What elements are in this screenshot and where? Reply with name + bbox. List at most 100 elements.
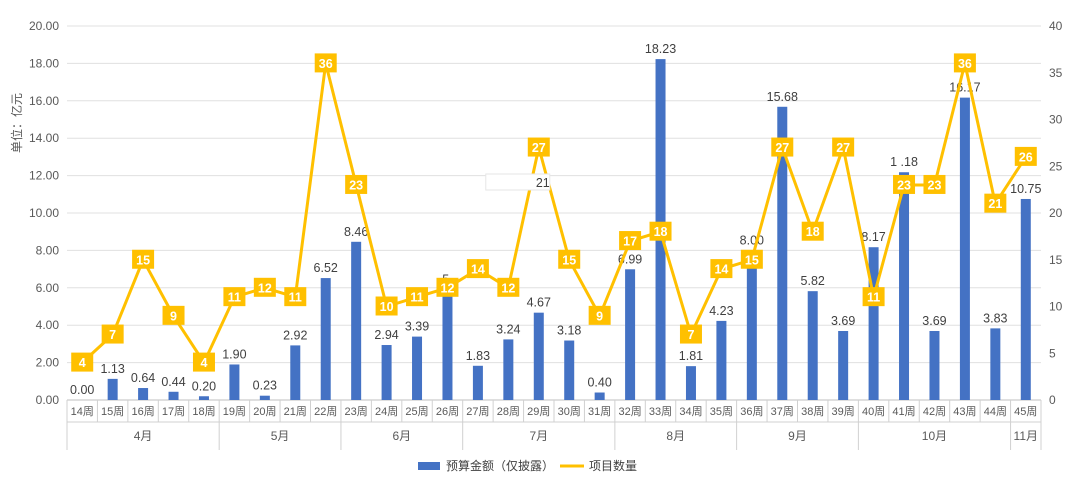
line-label-box xyxy=(619,231,642,251)
bar-value-label: 1 .18 xyxy=(890,155,918,169)
bar-value-label: 2.94 xyxy=(374,328,398,342)
x-tick-label: 19周 xyxy=(223,405,246,418)
line-label-box xyxy=(801,221,824,241)
bar-value-label: 0.40 xyxy=(587,376,611,390)
bar-value-label: 8.17 xyxy=(861,230,885,244)
line-value-label: 10 xyxy=(375,296,398,316)
line-label-box xyxy=(832,137,855,157)
x-tick-label: 36周 xyxy=(740,405,763,418)
x-tick-label: 32周 xyxy=(618,405,641,418)
x-tick-label: 26周 xyxy=(436,405,459,418)
line-label-box xyxy=(314,53,337,73)
y2-tick-label: 10 xyxy=(1049,300,1063,314)
legend: 预算金额（仅披露） 项目数量 xyxy=(418,458,637,473)
bar-value-label: 3.39 xyxy=(405,320,429,334)
line-value-label: 18 xyxy=(801,221,824,241)
bar-value-label: 8.46 xyxy=(344,225,368,239)
line-value-label: 23 xyxy=(893,174,916,194)
line-label-text: 36 xyxy=(958,57,972,71)
line-value-label: 11 xyxy=(406,287,429,307)
x-tick-label: 17周 xyxy=(162,405,185,418)
line-label-box xyxy=(679,324,702,344)
line-label-box xyxy=(284,287,307,307)
bar-value-label: 0.00 xyxy=(70,383,94,397)
bar-value-label: 15.68 xyxy=(767,90,798,104)
line-label-box xyxy=(436,277,459,297)
line-label-box xyxy=(558,249,581,269)
line-label-text: 7 xyxy=(109,328,116,342)
line-label-box xyxy=(1014,146,1037,166)
annotation-text: 21 xyxy=(536,176,550,190)
line-label-text: 15 xyxy=(136,253,150,267)
line-label-box xyxy=(984,193,1007,213)
y2-tick-label: 15 xyxy=(1049,253,1063,267)
bar-value-label: 10.75 xyxy=(1010,182,1041,196)
line-label-text: 21 xyxy=(988,197,1002,211)
bar xyxy=(472,365,483,400)
line-label-box xyxy=(649,221,672,241)
x-tick-label: 37周 xyxy=(771,405,794,418)
axes: 0.00 2.00 4.00 6.00 8.00 10.00 12.00 14.00 16.00… xyxy=(29,19,1063,450)
line-value-label: 15 xyxy=(740,249,763,269)
bar xyxy=(868,247,879,400)
month-group-label: 9月 xyxy=(788,429,807,443)
x-tick-label: 35周 xyxy=(710,405,733,418)
month-group-label: 6月 xyxy=(392,429,411,443)
bar-value-label: 1.90 xyxy=(222,347,246,361)
line-label-box xyxy=(710,259,733,279)
line-label-box xyxy=(132,249,155,269)
line-label-text: 7 xyxy=(687,328,694,342)
bar-value-label: 16.17 xyxy=(949,81,980,95)
line-label-box xyxy=(375,296,398,316)
bar-value-label: 3.69 xyxy=(831,314,855,328)
bar xyxy=(685,366,696,400)
bar xyxy=(929,330,940,400)
y-tick-label: 8.00 xyxy=(36,243,60,257)
month-group-label: 10月 xyxy=(922,429,947,443)
line-label-text: 12 xyxy=(441,281,455,295)
y2-tick-label: 40 xyxy=(1049,19,1063,33)
y2-tick-label: 0 xyxy=(1049,393,1056,407)
bar-value-label: 6.52 xyxy=(314,261,338,275)
x-tick-label: 20周 xyxy=(253,405,276,418)
bar-value-label: 3.18 xyxy=(557,324,581,338)
month-group-label: 5月 xyxy=(271,429,290,443)
line-label-text: 27 xyxy=(775,141,789,155)
annotation-box xyxy=(485,173,551,191)
x-tick-label: 23周 xyxy=(345,405,368,418)
line-value-label: 4 xyxy=(71,352,94,372)
line-value-label: 23 xyxy=(923,174,946,194)
bar-value-labels: 0.00 1.13 0.64 0.44 0.20 1.90 0.23 2.92 6.52 8.46… xyxy=(70,42,1041,397)
line-value-label: 15 xyxy=(132,249,155,269)
line-label-box xyxy=(740,249,763,269)
x-tick-label: 28周 xyxy=(497,405,520,418)
x-tick-label: 15周 xyxy=(101,405,124,418)
bar-value-label: 1.83 xyxy=(466,349,490,363)
bar xyxy=(838,330,849,400)
bar xyxy=(259,395,270,400)
bar xyxy=(594,392,605,400)
y-tick-label: 6.00 xyxy=(36,281,60,295)
line-label-box xyxy=(192,352,215,372)
bar xyxy=(716,320,727,400)
line-label-box xyxy=(162,305,185,325)
line-label-text: 36 xyxy=(319,57,333,71)
x-tick-label: 38周 xyxy=(801,405,824,418)
line-label-box xyxy=(466,259,489,279)
line-value-label: 18 xyxy=(649,221,672,241)
line-label-text: 14 xyxy=(471,263,485,277)
line-value-label: 11 xyxy=(223,287,246,307)
legend-bar-label: 预算金额（仅披露） xyxy=(446,458,554,473)
x-tick-label: 40周 xyxy=(862,405,885,418)
x-tick-label: 25周 xyxy=(405,405,428,418)
bar xyxy=(746,250,757,400)
line-label-box xyxy=(101,324,124,344)
gridlines xyxy=(67,25,1041,401)
line-value-label: 4 xyxy=(192,352,215,372)
line-label-box xyxy=(923,174,946,194)
x-tick-label: 29周 xyxy=(527,405,550,418)
bar-value-label: 0.20 xyxy=(192,379,216,393)
annotations: 21 xyxy=(485,173,551,191)
line-value-label: 9 xyxy=(162,305,185,325)
y-tick-label: 18.00 xyxy=(29,56,59,70)
